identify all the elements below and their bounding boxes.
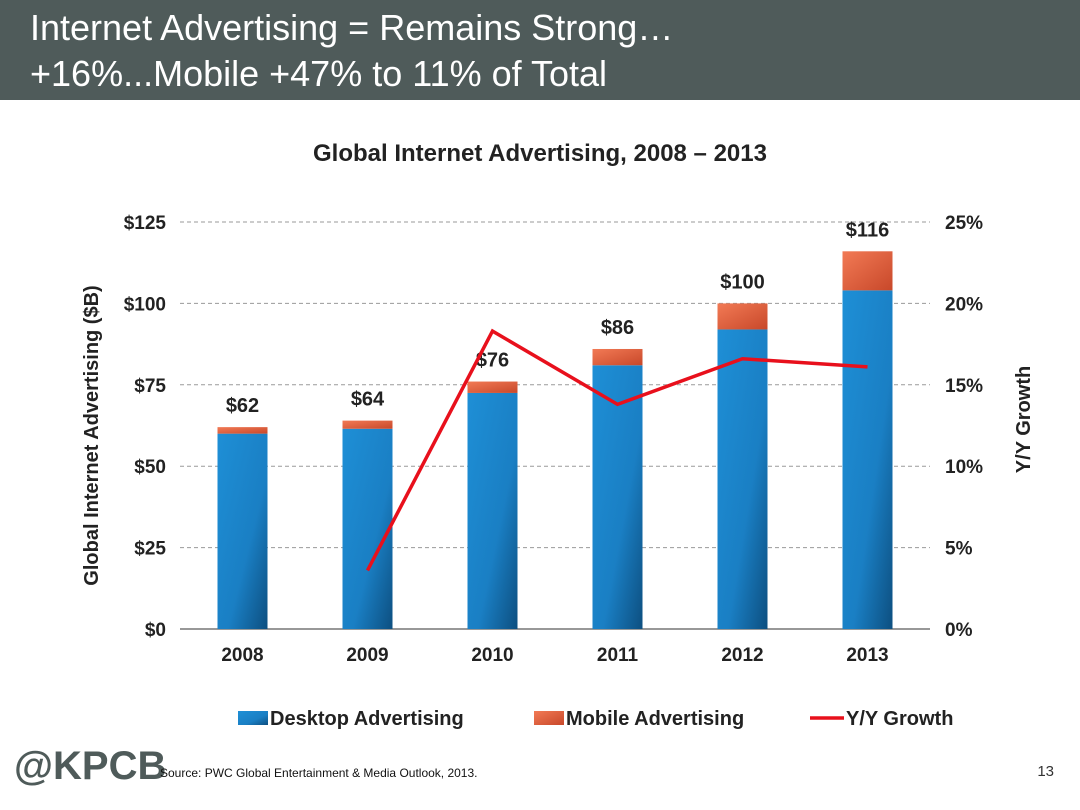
bar-total-label: $64: [351, 389, 385, 411]
legend-growth-label: Y/Y Growth: [846, 708, 953, 730]
kpcb-logo: @KPCB: [14, 744, 167, 788]
bar-total-label: $100: [720, 271, 765, 293]
bar-desktop: [717, 329, 768, 629]
source-note: Source: PWC Global Entertainment & Media…: [160, 766, 478, 780]
bar-mobile: [592, 348, 643, 366]
legend-mobile-label: Mobile Advertising: [566, 708, 744, 730]
legend-desktop-label: Desktop Advertising: [270, 708, 464, 730]
slide-title-line-1: Internet Advertising = Remains Strong…: [30, 7, 674, 48]
bar-mobile: [842, 251, 893, 291]
bar-desktop: [592, 365, 643, 629]
y2-tick-label: 0%: [945, 620, 973, 641]
y-tick-label: $125: [124, 213, 167, 234]
x-tick-label: 2012: [721, 645, 763, 666]
legend-mobile-swatch: [534, 711, 564, 725]
bar-total-label: $76: [476, 350, 509, 372]
bar-total-label: $62: [226, 395, 259, 417]
bar-desktop: [467, 392, 518, 629]
bar-desktop: [842, 290, 893, 629]
title-bar: Internet Advertising = Remains Strong… +…: [0, 0, 1080, 100]
x-tick-label: 2008: [221, 645, 263, 666]
y-tick-label: $50: [134, 457, 166, 478]
y-axis-title: Global Internet Advertising ($B): [81, 285, 103, 585]
bar-mobile: [342, 420, 393, 429]
bar-total-label: $116: [846, 219, 889, 241]
y-tick-label: $75: [134, 376, 166, 397]
bar-desktop: [217, 433, 268, 629]
bar-total-label: $86: [601, 317, 634, 339]
y2-tick-label: 5%: [945, 539, 973, 560]
y-tick-label: $0: [145, 620, 166, 641]
y2-axis-title: Y/Y Growth: [1013, 366, 1035, 473]
legend-desktop-swatch: [238, 711, 268, 725]
x-tick-label: 2010: [471, 645, 513, 666]
bar-desktop: [342, 428, 393, 629]
y2-tick-label: 20%: [945, 294, 983, 315]
growth-line: [365, 328, 868, 572]
y-tick-label: $100: [124, 294, 166, 315]
y2-tick-label: 25%: [945, 213, 983, 234]
y-tick-label: $25: [134, 539, 166, 560]
chart-title: Global Internet Advertising, 2008 – 2013: [313, 140, 767, 167]
x-tick-label: 2013: [846, 645, 888, 666]
y2-tick-label: 10%: [945, 457, 983, 478]
x-tick-label: 2009: [346, 645, 388, 666]
y2-tick-label: 15%: [945, 376, 983, 397]
bar-mobile: [467, 381, 518, 393]
bar-mobile: [717, 303, 768, 330]
bar-mobile: [217, 427, 268, 434]
x-tick-label: 2011: [597, 645, 639, 666]
page-number: 13: [1037, 763, 1054, 780]
slide-title-line-2: +16%...Mobile +47% to 11% of Total: [30, 53, 608, 94]
